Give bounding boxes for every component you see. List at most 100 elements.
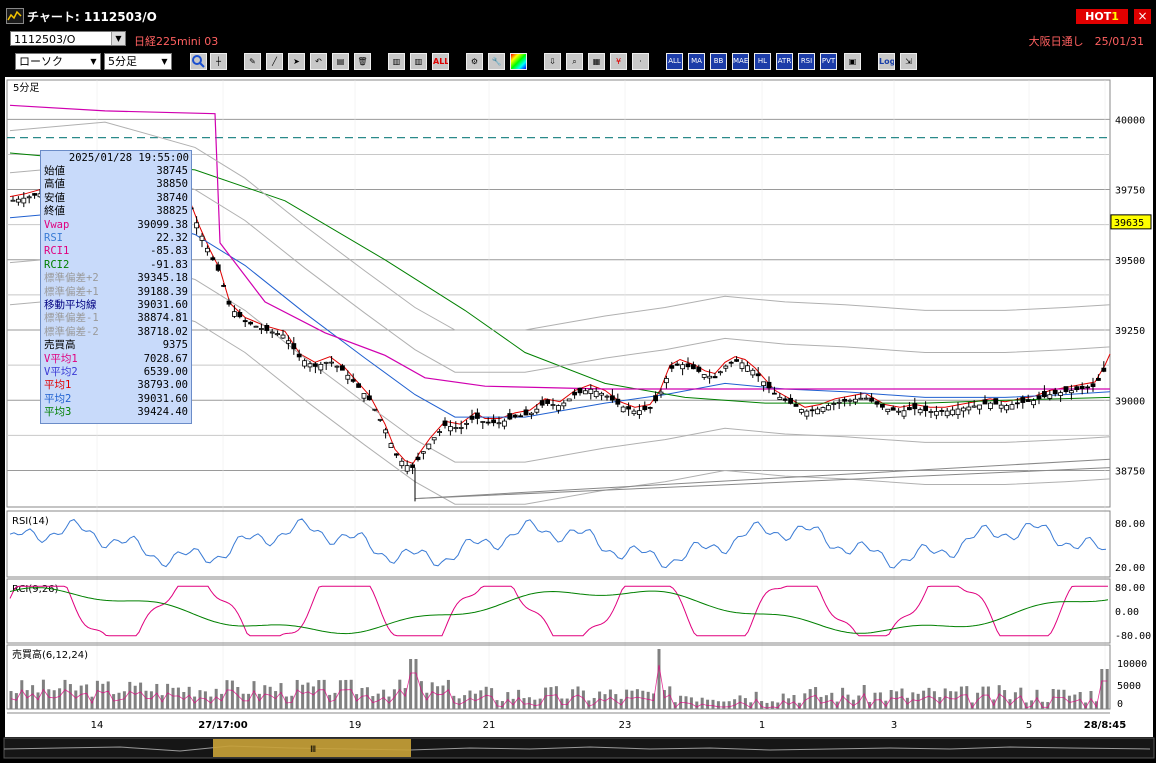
bb-button[interactable]: BB: [710, 53, 727, 70]
disabled-tool-icon[interactable]: ·: [632, 53, 649, 70]
all-indicator-icon[interactable]: ALL: [666, 53, 683, 70]
candle-body: [858, 397, 864, 400]
ma-button[interactable]: MA: [688, 53, 705, 70]
close-button[interactable]: ×: [1134, 9, 1151, 24]
volume-bar: [1089, 691, 1093, 709]
candle-body: [442, 420, 448, 426]
candle-body: [307, 363, 313, 368]
bollinger-band: [9, 253, 1111, 463]
yen-icon[interactable]: ¥: [610, 53, 627, 70]
log-button[interactable]: Log: [878, 53, 895, 70]
bollinger-band: [9, 163, 1111, 373]
trendline-icon[interactable]: ╱: [266, 53, 283, 70]
volume-bar: [1100, 669, 1104, 709]
volume-bar: [517, 689, 521, 709]
volume-bar: [1030, 700, 1034, 709]
rsi-button[interactable]: RSI: [798, 53, 815, 70]
info-row: 高値 38850: [44, 178, 188, 191]
instrument-name: 日経225mini 03: [134, 35, 219, 48]
window-icon[interactable]: ▣: [844, 53, 861, 70]
volume-bar: [727, 701, 731, 709]
candle-body: [404, 465, 410, 472]
candle-body: [631, 410, 637, 415]
volume-bar: [333, 692, 337, 709]
info-label: 始値: [44, 165, 65, 177]
candle-body: [474, 412, 480, 419]
candle-body: [1085, 386, 1090, 389]
volume-bar: [668, 686, 672, 709]
candle-body: [291, 343, 297, 350]
y-tick-label: 39750: [1115, 186, 1145, 197]
rci-tick: -80.00: [1115, 631, 1151, 642]
volume-bar: [263, 685, 267, 709]
color-palette-icon[interactable]: [510, 53, 527, 70]
candle-body: [766, 381, 772, 389]
chevron-down-icon[interactable]: ▼: [111, 32, 125, 45]
atr-button[interactable]: ATR: [776, 53, 793, 70]
volume-bar: [149, 691, 153, 709]
volume-bar: [565, 698, 569, 709]
toolbar: ローソク ▼ 5分足 ▼ ┼ ✎ ╱ ➤ ↶ ▤ 🗑 ▥ ▥ ALL ⚙ 🔧 ⇩…: [0, 50, 1156, 74]
settings-icon[interactable]: ⚙: [466, 53, 483, 70]
crosshair-icon[interactable]: ┼: [210, 53, 227, 70]
info-label: RCI2: [44, 258, 70, 271]
volume-bar: [187, 686, 191, 709]
volume-bar: [911, 692, 915, 709]
zoom-icon[interactable]: [190, 53, 207, 70]
overview-scrollbar[interactable]: Ⅲ: [0, 737, 1156, 760]
candle-body: [988, 402, 993, 409]
volume-bar: [581, 690, 585, 709]
volume-bar: [959, 686, 963, 709]
chart-type-select[interactable]: ローソク ▼: [15, 53, 101, 70]
rsi-tick: 80.00: [1115, 519, 1145, 530]
volume-tick: 10000: [1117, 659, 1147, 670]
info-label: 標準偏差-1: [44, 312, 99, 325]
candle-body: [658, 391, 664, 395]
all-button[interactable]: ALL: [432, 53, 449, 70]
hl-button[interactable]: HL: [754, 53, 771, 70]
rsi-frame: [6, 510, 1111, 578]
candle-body: [361, 393, 367, 399]
rci-panel: RCI(9,26) 80.00 0.00 -80.00: [6, 578, 1151, 644]
cursor-icon[interactable]: ➤: [288, 53, 305, 70]
bars-icon[interactable]: ▦: [588, 53, 605, 70]
chevron-down-icon[interactable]: ▼: [161, 57, 168, 66]
info-row: 平均1 38793.00: [44, 379, 188, 392]
document-icon[interactable]: ▤: [332, 53, 349, 70]
volume-bar: [457, 698, 461, 709]
hot-button[interactable]: HOT1: [1076, 9, 1128, 24]
volume-bar: [409, 659, 413, 709]
candle-body: [804, 410, 810, 417]
volume-bar: [365, 687, 369, 709]
pencil-icon[interactable]: ✎: [244, 53, 261, 70]
undo-icon[interactable]: ↶: [310, 53, 327, 70]
candle-body: [842, 398, 847, 402]
candle-body: [637, 410, 642, 415]
vwap-average-line: [9, 104, 1110, 390]
wrench-icon[interactable]: 🔧: [488, 53, 505, 70]
candle-icon[interactable]: ▥: [410, 53, 427, 70]
candle-body: [950, 409, 955, 416]
search-icon[interactable]: ⌕: [566, 53, 583, 70]
export-icon[interactable]: ⇲: [900, 53, 917, 70]
trash-icon[interactable]: 🗑: [354, 53, 371, 70]
volume-bar: [544, 687, 548, 709]
volume-bar: [706, 699, 710, 709]
timeframe-select[interactable]: 5分足 ▼: [104, 53, 172, 70]
candle-icon[interactable]: ▥: [388, 53, 405, 70]
candle-body: [577, 387, 583, 394]
volume-bar: [770, 701, 774, 709]
candle-body: [782, 398, 788, 401]
pvt-button[interactable]: PVT: [820, 53, 837, 70]
volume-bar: [619, 698, 623, 709]
rci-frame: [6, 578, 1111, 644]
candle-body: [264, 325, 270, 331]
volume-bar: [419, 681, 423, 709]
chart-area[interactable]: RSI(14) 80.00 20.00 RCI(9,26) 80.00 0.00 -80.…: [5, 77, 1153, 737]
mae-button[interactable]: MAE: [732, 53, 749, 70]
chevron-down-icon[interactable]: ▼: [90, 57, 97, 66]
volume-bar: [139, 682, 143, 709]
download-icon[interactable]: ⇩: [544, 53, 561, 70]
symbol-input[interactable]: 1112503/O ▼: [10, 31, 126, 46]
candle-body: [917, 409, 923, 414]
